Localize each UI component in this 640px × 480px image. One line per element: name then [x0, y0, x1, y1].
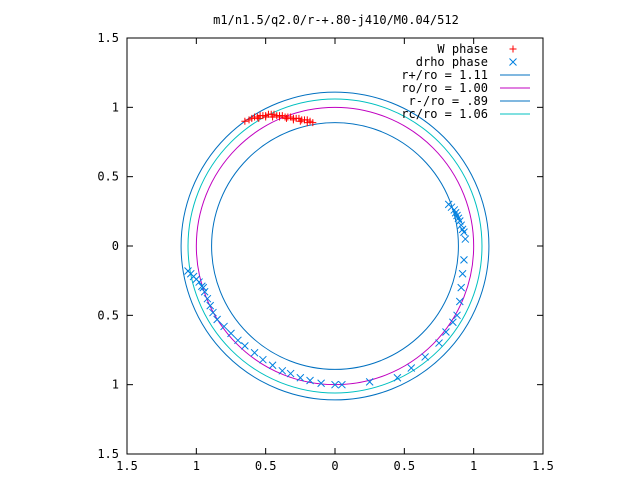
drho-phase-point: [458, 269, 467, 278]
drho-phase-point: [184, 267, 192, 275]
w-phase-point: [296, 117, 304, 125]
drho-phase-point: [220, 322, 228, 331]
drho-phase-point: [435, 339, 443, 347]
drho-phase-point: [259, 355, 267, 364]
w-phase-point: [289, 116, 297, 124]
circle-series-line: [211, 122, 459, 370]
x-tick-label: 1.5: [532, 459, 554, 473]
y-tick-label: 1.5: [97, 447, 119, 461]
x-axis: 1.5 1 0.5 0 0.5 1 1.5: [116, 38, 554, 473]
w-phase-point: [262, 113, 270, 121]
drho-phase-point: [449, 318, 457, 327]
drho-phase-point: [199, 283, 208, 292]
drho-phase-point: [241, 341, 249, 350]
y-tick-label: 1: [112, 100, 119, 114]
drho-phase-point: [268, 361, 277, 370]
drho-phase-point: [234, 336, 242, 345]
drho-phase-point: [331, 380, 339, 389]
w-phase-point: [303, 119, 311, 127]
y-tick-label: 0.5: [97, 170, 119, 184]
drho-phase-point: [455, 297, 464, 306]
drho-phase-point: [338, 380, 346, 389]
circle-series-line: [187, 98, 483, 394]
drho-phase-point: [457, 221, 466, 230]
drho-phase-point: [306, 376, 314, 385]
w-phase-point: [269, 113, 277, 121]
w-phase-point: [255, 114, 263, 122]
w-phase-point: [241, 117, 249, 125]
y-axis: 1.5 1 0.5 0 0.5 1 1.5: [97, 31, 543, 461]
x-tick-label: 1: [470, 459, 477, 473]
drho-phase-point: [213, 315, 221, 324]
x-tick-label: 1: [193, 459, 200, 473]
legend-label: rc/ro = 1.06: [401, 107, 488, 121]
y-tick-label: 0: [112, 239, 119, 253]
x-tick-label: 0: [331, 459, 338, 473]
drho-phase-point: [286, 369, 295, 378]
drho-phase-point: [393, 373, 402, 382]
w-phase-point: [276, 113, 284, 121]
circle-series-line: [180, 91, 490, 401]
drho-phase-point: [365, 378, 374, 386]
x-tick-label: 0.5: [393, 459, 415, 473]
legend-marker: [509, 45, 517, 53]
drho-phase-point: [457, 283, 466, 292]
scatter-series-group: [184, 110, 470, 389]
circle-series-group: [180, 91, 490, 401]
drho-phase-point: [200, 287, 209, 296]
circle-series-line: [195, 106, 475, 386]
legend-label: W phase: [437, 42, 488, 56]
drho-phase-point: [453, 311, 461, 320]
x-tick-label: 0.5: [255, 459, 277, 473]
drho-phase-point: [460, 256, 468, 264]
drho-phase-point: [455, 217, 464, 225]
x-tick-label: 1.5: [116, 459, 138, 473]
legend-label: ro/ro = 1.00: [401, 81, 488, 95]
y-tick-label: 1: [112, 378, 119, 392]
y-tick-label: 1.5: [97, 31, 119, 45]
drho-phase-point: [209, 308, 217, 317]
drho-phase-point: [461, 235, 470, 243]
legend-label: drho phase: [416, 55, 488, 69]
drho-phase-point: [407, 364, 416, 372]
drho-phase-point: [203, 294, 212, 303]
drho-phase-point: [317, 379, 325, 388]
y-tick-label: 0.5: [97, 308, 119, 322]
drho-phase-point: [442, 328, 450, 336]
chart-title: m1/n1.5/q2.0/r-+.80-j410/M0.04/512: [213, 13, 459, 27]
drho-phase-point: [227, 329, 235, 338]
drho-phase-point: [250, 348, 259, 357]
legend-label: r-/ro = .89: [409, 94, 488, 108]
drho-phase-point: [421, 353, 429, 361]
legend-label: r+/ro = 1.11: [401, 68, 488, 82]
drho-phase-point: [296, 373, 305, 382]
drho-phase-point: [278, 366, 287, 375]
w-phase-point: [282, 114, 290, 122]
legend-marker: [509, 58, 517, 66]
drho-phase-point: [460, 228, 468, 236]
drho-phase-point: [206, 301, 215, 310]
